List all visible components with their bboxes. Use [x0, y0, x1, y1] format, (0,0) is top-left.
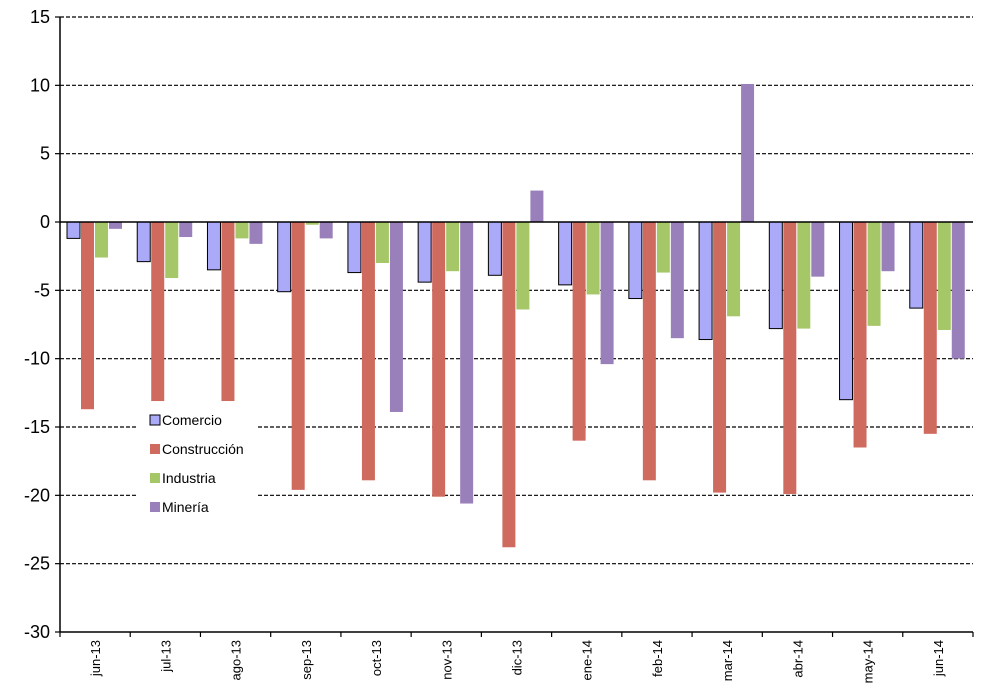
legend-swatch-minería: [150, 502, 160, 512]
bar-construcción-mar-14: [713, 222, 727, 493]
bar-construcción-jun-14: [923, 222, 937, 434]
bar-comercio-ene-14: [558, 221, 573, 286]
bar-minería-nov-13: [460, 222, 474, 504]
bar-minería-feb-14: [670, 222, 684, 339]
bar-comercio-feb-14: [628, 221, 643, 300]
y-tick-label: 5: [40, 144, 50, 164]
bar-comercio-jun-13: [66, 221, 81, 239]
bar-comercio-mar-14: [698, 221, 713, 341]
y-axis-ticks: 15 10 5 0 -5 -10 -15 -20 -25 -30: [24, 7, 60, 642]
bar-comercio-dic-13: [487, 221, 502, 276]
x-axis-ticks: jun-13 jul-13 ago-13 sep-13 oct-13 nov-13 dic-…: [59, 632, 974, 683]
bar-comercio-ago-13: [206, 221, 221, 271]
x-tick-label-feb-14: feb-14: [650, 640, 665, 677]
bar-industria-oct-13: [375, 222, 389, 263]
bar-construcción-jul-13: [151, 222, 165, 402]
x-tick-label-jun-14: jun-14: [931, 640, 946, 677]
x-tick-label-mar-14: mar-14: [720, 640, 735, 681]
bar-construcción-feb-14: [642, 222, 656, 481]
legend-label-construcción: Construcción: [162, 441, 244, 457]
x-tick-label-jul-13: jul-13: [158, 640, 173, 673]
bar-minería-ago-13: [249, 222, 263, 244]
bar-industria-abr-14: [797, 222, 811, 329]
y-tick-label: -25: [24, 554, 50, 574]
bar-industria-nov-13: [446, 222, 460, 272]
bar-construcción-jun-13: [81, 222, 94, 410]
y-tick-label: -30: [24, 622, 50, 642]
bar-comercio-nov-13: [417, 221, 432, 283]
bar-industria-jul-13: [165, 222, 179, 279]
bar-construcción-oct-13: [361, 222, 375, 481]
axes: [59, 17, 973, 633]
x-tick-label-jun-13: jun-13: [88, 640, 103, 677]
bar-industria-feb-14: [656, 222, 670, 273]
legend-label-industria: Industria: [162, 470, 216, 486]
bar-construcción-ago-13: [221, 222, 235, 402]
x-tick-label-oct-13: oct-13: [369, 640, 384, 676]
bar-minería-dic-13: [530, 190, 544, 222]
bar-minería-mar-14: [741, 83, 755, 222]
bar-minería-ene-14: [600, 222, 614, 365]
y-tick-label: -20: [24, 485, 50, 505]
y-tick-label: 0: [40, 212, 50, 232]
bar-industria-jun-14: [937, 222, 951, 330]
bar-industria-sep-13: [305, 222, 319, 225]
bar-comercio-oct-13: [347, 221, 362, 274]
bar-industria-ago-13: [235, 222, 249, 239]
y-tick-label: 10: [30, 75, 50, 95]
y-tick-label: -15: [24, 417, 50, 437]
y-tick-label: 15: [30, 7, 50, 27]
bar-comercio-jun-14: [909, 221, 924, 309]
bar-construcción-sep-13: [291, 222, 305, 490]
bar-comercio-abr-14: [768, 221, 783, 330]
bar-industria-jun-13: [95, 222, 108, 258]
bar-comercio-jul-13: [136, 221, 151, 263]
x-tick-label-sep-13: sep-13: [299, 640, 314, 680]
bar-construcción-ene-14: [572, 222, 586, 441]
bar-construcción-nov-13: [432, 222, 446, 497]
bar-construcción-abr-14: [783, 222, 797, 494]
bar-industria-ene-14: [586, 222, 600, 295]
x-tick-label-dic-13: dic-13: [510, 640, 525, 675]
legend-swatch-industria: [150, 473, 160, 483]
bar-industria-may-14: [867, 222, 881, 326]
legend: Comercio Construcción Industria Minería: [138, 404, 258, 528]
x-tick-label-may-14: may-14: [861, 640, 876, 683]
bar-comercio-sep-13: [277, 221, 292, 293]
x-tick-label-ago-13: ago-13: [229, 640, 244, 680]
bar-minería-sep-13: [319, 222, 333, 239]
bar-construcción-dic-13: [502, 222, 516, 548]
x-tick-label-abr-14: abr-14: [790, 640, 805, 678]
x-tick-label-nov-13: nov-13: [439, 640, 454, 680]
bar-minería-jun-14: [951, 222, 965, 359]
y-tick-label: -5: [34, 280, 50, 300]
legend-swatch-construcción: [150, 444, 160, 454]
bar-minería-oct-13: [389, 222, 403, 412]
bar-minería-jun-13: [109, 222, 122, 229]
bar-minería-jul-13: [179, 222, 193, 238]
legend-label-comercio: Comercio: [162, 412, 222, 428]
x-tick-label-ene-14: ene-14: [580, 640, 595, 680]
y-tick-label: -10: [24, 349, 50, 369]
legend-swatch-comercio: [149, 414, 161, 426]
bar-industria-mar-14: [727, 222, 741, 317]
bar-construcción-may-14: [853, 222, 867, 448]
bar-minería-abr-14: [811, 222, 825, 277]
legend-label-minería: Minería: [162, 499, 209, 515]
bar-comercio-may-14: [839, 221, 854, 401]
bar-minería-may-14: [881, 222, 895, 272]
bars: [66, 83, 965, 548]
bar-industria-dic-13: [516, 222, 530, 310]
